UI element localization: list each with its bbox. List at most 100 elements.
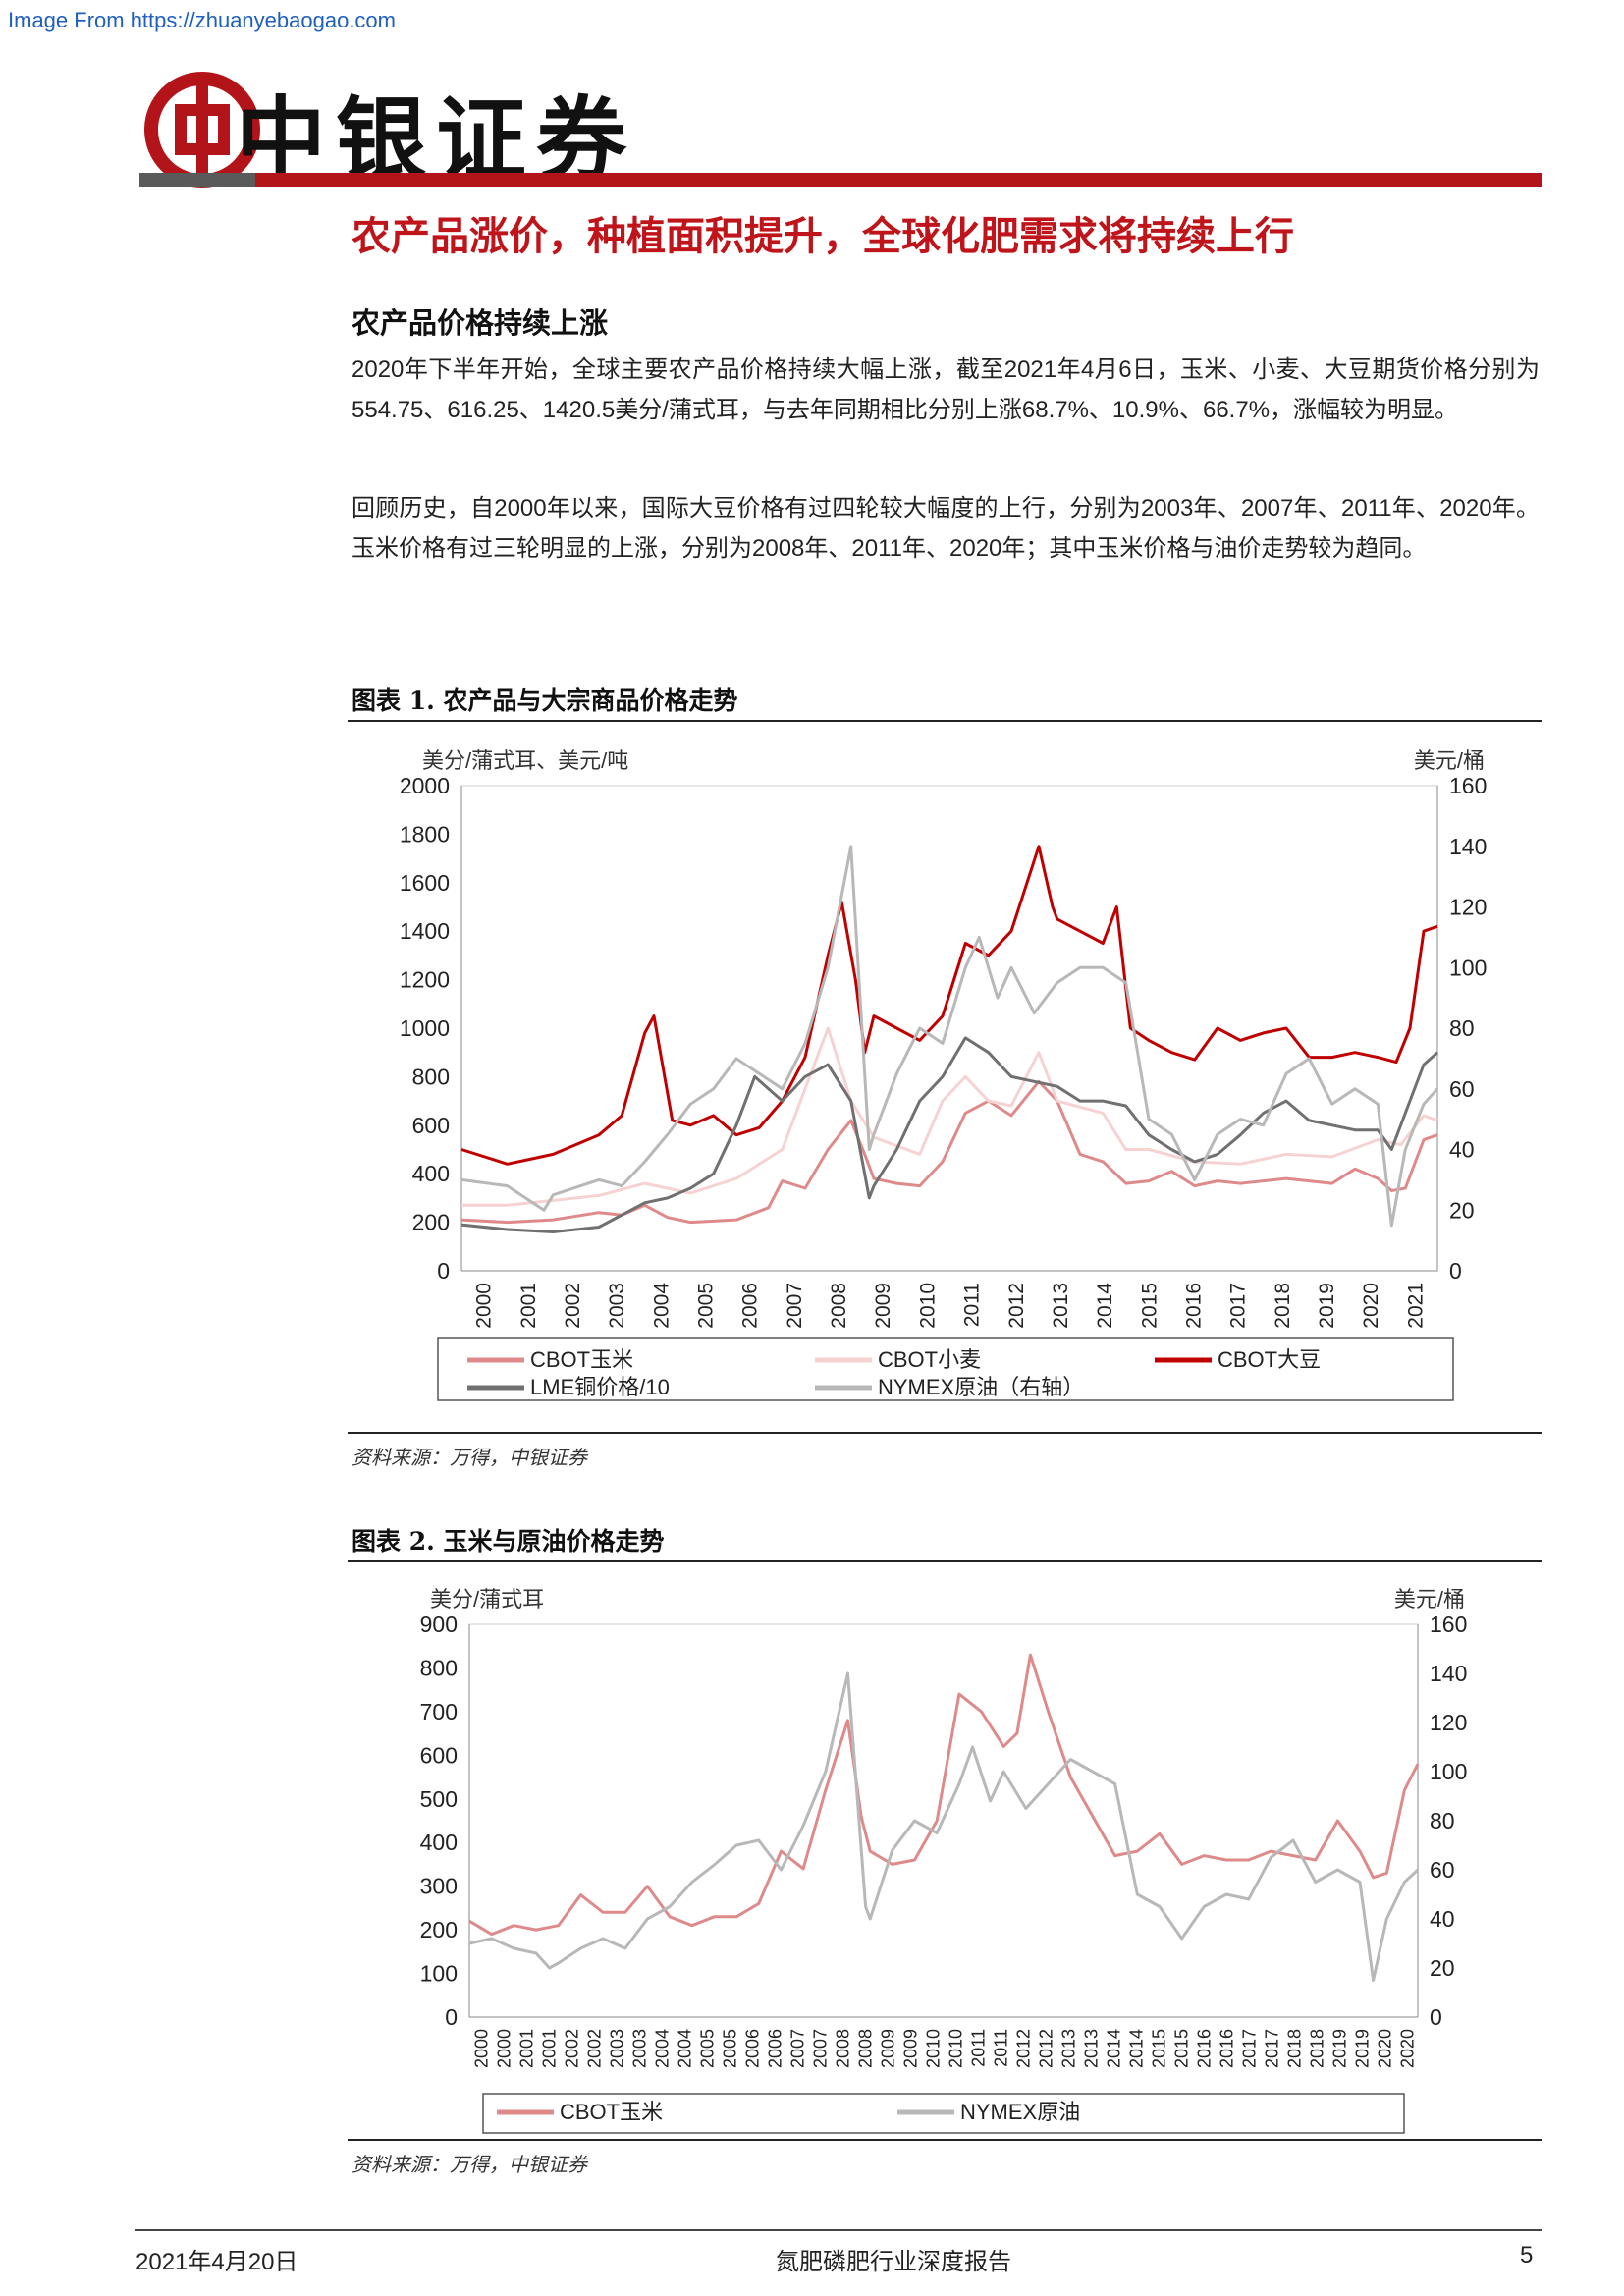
series-line-NYMEX原油（右轴） [460,845,1439,1228]
x-tick-label: 2016 [1183,1283,1206,1329]
x-tick-label: 2016 [1195,2029,1215,2068]
footer-page-number: 5 [1520,2242,1534,2269]
y-right-tick-label: 160 [1430,1612,1467,1637]
figure-1-source: 资料来源：万得，中银证券 [352,1446,587,1469]
x-tick-label: 2004 [676,2029,695,2068]
x-tick-label: 2011 [992,2029,1011,2067]
y-right-tick-label: 60 [1449,1076,1475,1102]
x-tick-label: 2013 [1059,2029,1079,2068]
y-left-tick-label: 300 [420,1874,458,1899]
series-line-CBOT大豆 [460,845,1438,1166]
y-right-tick-label: 100 [1449,955,1487,980]
x-tick-label: 2003 [608,2029,627,2068]
footer-rule [135,2229,1542,2231]
y-right-tick-label: 100 [1430,1759,1467,1784]
x-tick-label: 2010 [947,2029,966,2068]
x-tick-label: 2017 [1263,2029,1282,2068]
legend-label: CBOT大豆 [1218,1347,1321,1372]
y-left-tick-label: 1200 [400,967,450,993]
x-tick-label: 2011 [961,1283,984,1327]
x-tick-label: 2008 [856,2029,876,2068]
legend-label: LME铜价格/10 [530,1375,670,1399]
y-left-tick-label: 800 [412,1064,450,1089]
figure-1-title: 图表 1. 农产品与大宗商品价格走势 [352,686,738,715]
x-tick-label: 2001 [540,2029,560,2068]
x-tick-label: 2015 [1138,1283,1161,1329]
x-tick-label: 2003 [606,1283,628,1329]
y-left-tick-label: 600 [420,1742,458,1768]
right-axis-unit-label: 美元/桶 [1414,748,1485,773]
legend-label: CBOT玉米 [530,1347,633,1372]
y-right-tick-label: 140 [1449,834,1487,859]
x-tick-label: 2012 [1037,2029,1056,2068]
x-tick-label: 2006 [739,1283,762,1329]
plot-area-frame [460,785,1438,1272]
x-tick-label: 2000 [495,2029,514,2068]
header-bar-accent [139,173,255,187]
figure-2-title: 图表 2. 玉米与原油价格走势 [352,1527,665,1556]
y-right-tick-label: 140 [1430,1661,1467,1686]
right-axis-unit-label: 美元/桶 [1394,1587,1465,1612]
x-tick-label: 2000 [473,1283,496,1329]
x-tick-label: 2013 [1082,2029,1102,2068]
series-line-NYMEX原油 [468,1671,1420,1982]
footer-date: 2021年4月20日 [135,2249,298,2275]
x-tick-label: 2012 [1005,1283,1028,1329]
left-axis-unit-label: 美分/蒲式耳、美元/吨 [422,748,628,773]
y-left-tick-label: 0 [437,1258,450,1284]
x-tick-label: 2003 [630,2029,650,2068]
source-watermark: Image From https://zhuanyebaogao.com [8,8,396,32]
x-tick-label: 2008 [828,1283,850,1329]
x-tick-label: 2002 [563,2029,582,2068]
x-tick-label: 2000 [472,2029,492,2068]
x-tick-label: 2017 [1227,1283,1250,1329]
y-right-tick-label: 120 [1430,1710,1467,1735]
y-right-tick-label: 20 [1449,1197,1475,1223]
x-tick-label: 2009 [872,1283,894,1329]
x-tick-label: 2018 [1308,2029,1327,2068]
y-left-tick-label: 600 [412,1113,450,1138]
paragraph-2: 回顾历史，自2000年以来，国际大豆价格有过四轮较大幅度的上行，分别为2003年… [352,495,1540,562]
y-left-tick-label: 1400 [400,918,450,944]
x-tick-label: 2018 [1272,1283,1294,1329]
y-left-tick-label: 1800 [400,821,450,847]
x-tick-label: 2002 [562,1283,584,1329]
y-right-tick-label: 120 [1449,895,1487,920]
series-line-CBOT玉米 [468,1653,1420,1937]
y-right-tick-label: 0 [1449,1258,1462,1284]
x-tick-label: 2005 [698,2029,718,2068]
x-tick-label: 2014 [1127,2029,1147,2068]
x-tick-label: 2007 [784,1283,806,1329]
legend-label: CBOT小麦 [878,1347,981,1372]
left-axis-unit-label: 美分/蒲式耳 [430,1587,544,1612]
y-left-tick-label: 2000 [400,773,450,798]
y-right-tick-label: 0 [1430,2004,1442,2030]
x-tick-label: 2005 [695,1283,718,1329]
figure-1-top-rule [348,720,1542,722]
x-tick-label: 2019 [1330,2029,1350,2068]
x-tick-label: 2007 [788,2029,808,2068]
x-tick-label: 2018 [1285,2029,1305,2068]
y-right-tick-label: 40 [1449,1137,1475,1163]
series-line-LME铜价格/10 [460,1036,1438,1233]
x-tick-label: 2016 [1218,2029,1237,2068]
y-left-tick-label: 100 [420,1961,458,1987]
x-tick-label: 2008 [834,2029,853,2068]
x-tick-label: 2015 [1172,2029,1192,2068]
x-tick-label: 2012 [1014,2029,1034,2068]
paragraph-1: 2020年下半年开始，全球主要农产品价格持续大幅上涨，截至2021年4月6日，玉… [352,356,1540,423]
y-right-tick-label: 80 [1430,1808,1455,1833]
y-left-tick-label: 500 [420,1786,458,1812]
x-tick-label: 2002 [585,2029,605,2068]
y-right-tick-label: 40 [1430,1906,1455,1932]
page-title: 农产品涨价，种植面积提升，全球化肥需求将持续上行 [352,213,1294,259]
x-tick-label: 2009 [879,2029,898,2068]
y-left-tick-label: 0 [445,2004,458,2030]
x-tick-label: 2010 [924,2029,944,2068]
y-left-tick-label: 900 [420,1612,458,1637]
x-tick-label: 2014 [1105,2029,1124,2068]
y-left-tick-label: 1000 [400,1015,450,1041]
x-tick-label: 2006 [766,2029,785,2068]
x-tick-label: 2006 [743,2029,763,2068]
legend-box [437,1337,1454,1401]
